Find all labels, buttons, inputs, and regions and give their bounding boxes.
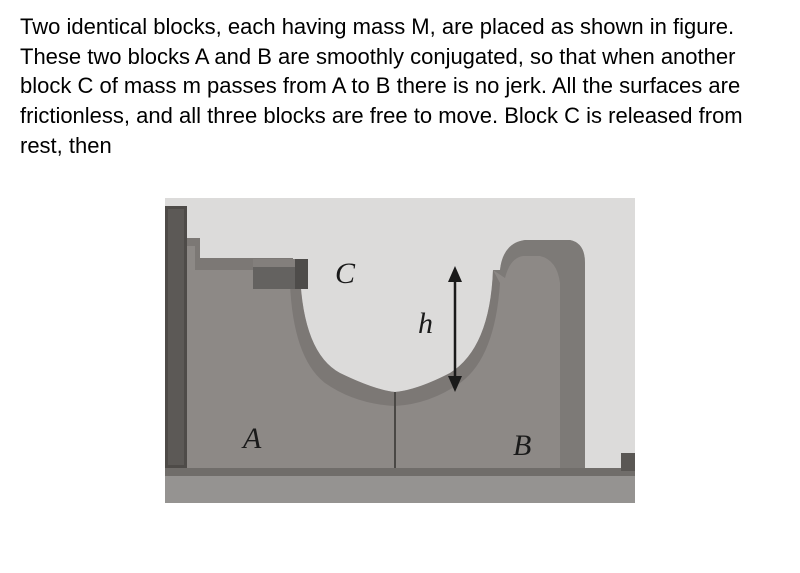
label-c: C xyxy=(335,257,356,290)
figure-svg: C h A B xyxy=(165,198,635,503)
physics-figure: C h A B xyxy=(165,198,635,503)
question-text: Two identical blocks, each having mass M… xyxy=(20,12,780,160)
block-c-right xyxy=(295,259,308,289)
left-wall-shade xyxy=(168,209,184,465)
label-b: B xyxy=(513,429,531,462)
ground-shadow xyxy=(165,468,635,476)
label-h: h xyxy=(418,307,433,340)
figure-container: C h A B xyxy=(20,198,780,503)
label-a: A xyxy=(241,422,262,455)
right-step xyxy=(621,453,635,471)
